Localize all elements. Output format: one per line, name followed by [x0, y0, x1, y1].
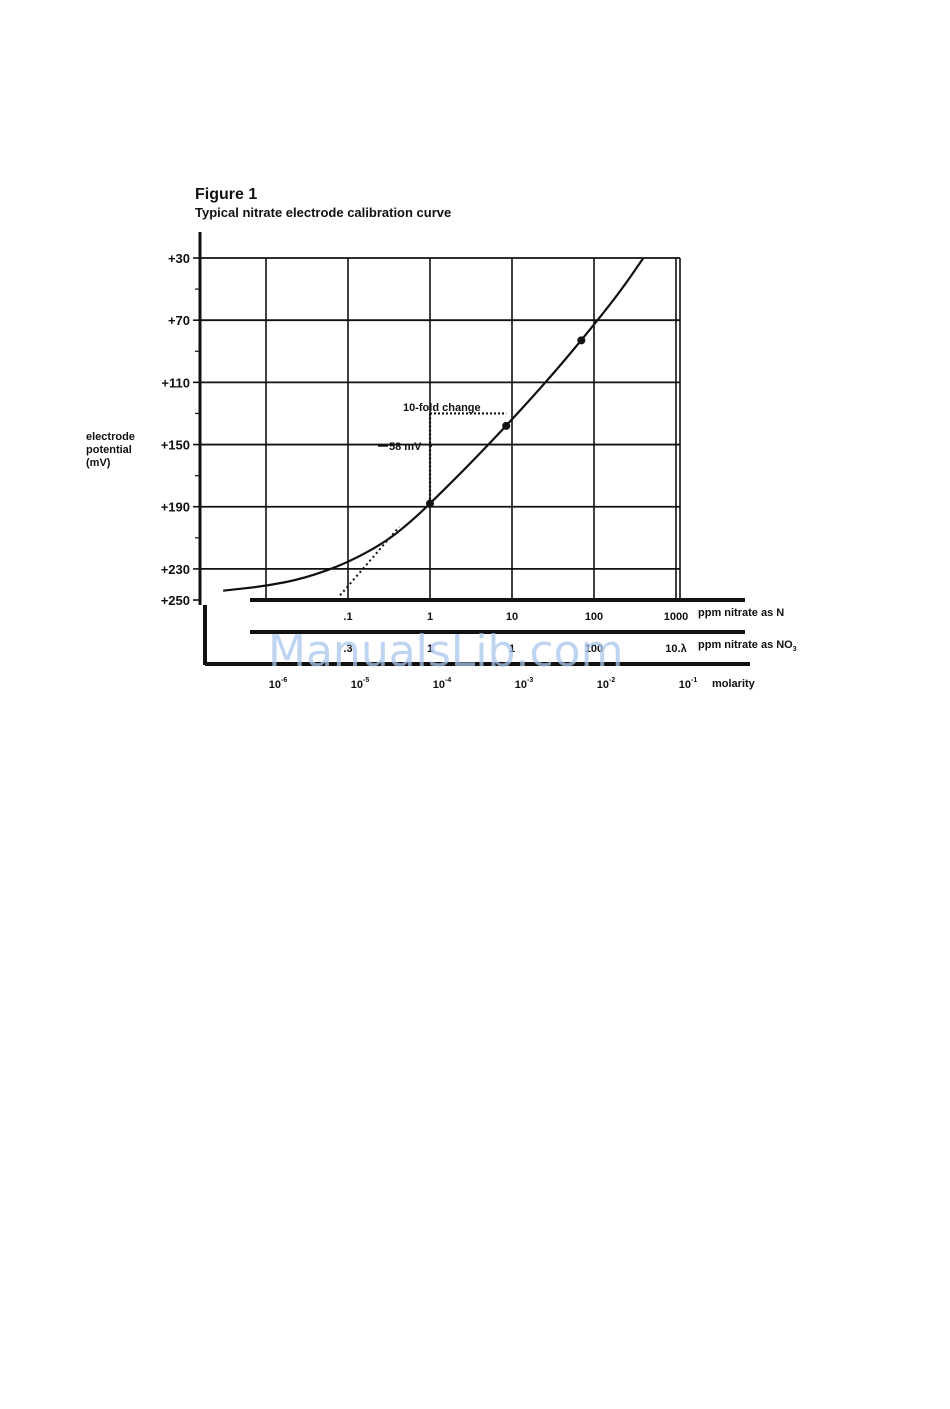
x-axis-name-1: ppm nitrate as NO3: [698, 639, 797, 653]
x-tick-label-molarity-1: 10-5: [351, 677, 370, 691]
y-tick-label-0: +30: [168, 251, 190, 266]
y-tick-label-1: +70: [168, 313, 190, 328]
y-axis-ticks: +30 +70 +110 +150 +190 +230 +250: [161, 251, 200, 608]
series-line: [223, 257, 645, 592]
x-tick-label-1-1: 1: [427, 643, 433, 655]
y-tick-label-6: +250: [161, 593, 190, 608]
mv-label: 58 mV: [389, 441, 422, 453]
fold-change-label: 10-fold change: [403, 402, 481, 414]
slope-annotation: 10-fold change 58 mV: [378, 402, 507, 504]
x-tick-label-1-2: 1: [509, 643, 515, 655]
chart-grid: [198, 232, 681, 665]
x-tick-label-1-4: 10.λ: [665, 643, 686, 655]
y-axis-label-line-0: electrode: [86, 431, 135, 443]
extrapolation-line: [339, 526, 400, 596]
x-axes: .1 1 10 100 1000 ppm nitrate as N .3 1 1 100 10.λ p…: [205, 598, 797, 691]
x-tick-label-molarity-0: 10-6: [269, 677, 288, 691]
y-axis-label-line-1: potential: [86, 444, 132, 456]
watermark-text: ManualsLib.com: [268, 626, 623, 677]
y-tick-label-2: +110: [161, 375, 190, 390]
y-axis-label-line-2: (mV): [86, 457, 111, 469]
x-axis-name-0: ppm nitrate as N: [698, 607, 784, 619]
x-tick-label-0-0: .1: [343, 611, 352, 623]
figure-label: Figure 1: [195, 186, 257, 203]
x-tick-label-1-3: 100: [585, 643, 603, 655]
data-point-1: [502, 421, 511, 430]
x-tick-label-molarity-3: 10-3: [515, 677, 534, 691]
y-tick-label-5: +230: [161, 562, 190, 577]
x-tick-label-0-3: 100: [585, 611, 603, 623]
x-tick-label-molarity-5: 10-1: [679, 677, 698, 691]
x-axis-name-2: molarity: [712, 678, 756, 690]
figure-caption: Typical nitrate electrode calibration cu…: [195, 205, 451, 220]
y-tick-label-3: +150: [161, 438, 190, 453]
x-tick-label-molarity-2: 10-4: [433, 677, 452, 691]
y-tick-label-4: +190: [161, 500, 190, 515]
calibration-curve: [223, 257, 645, 596]
x-tick-label-0-4: 1000: [664, 611, 688, 623]
x-tick-label-1-0: .3: [343, 643, 352, 655]
data-point-0: [426, 499, 434, 508]
x-tick-label-0-1: 1: [427, 611, 433, 623]
data-point-2: [577, 336, 586, 345]
x-tick-label-molarity-4: 10-2: [597, 677, 616, 691]
x-tick-label-0-2: 10: [506, 611, 518, 623]
